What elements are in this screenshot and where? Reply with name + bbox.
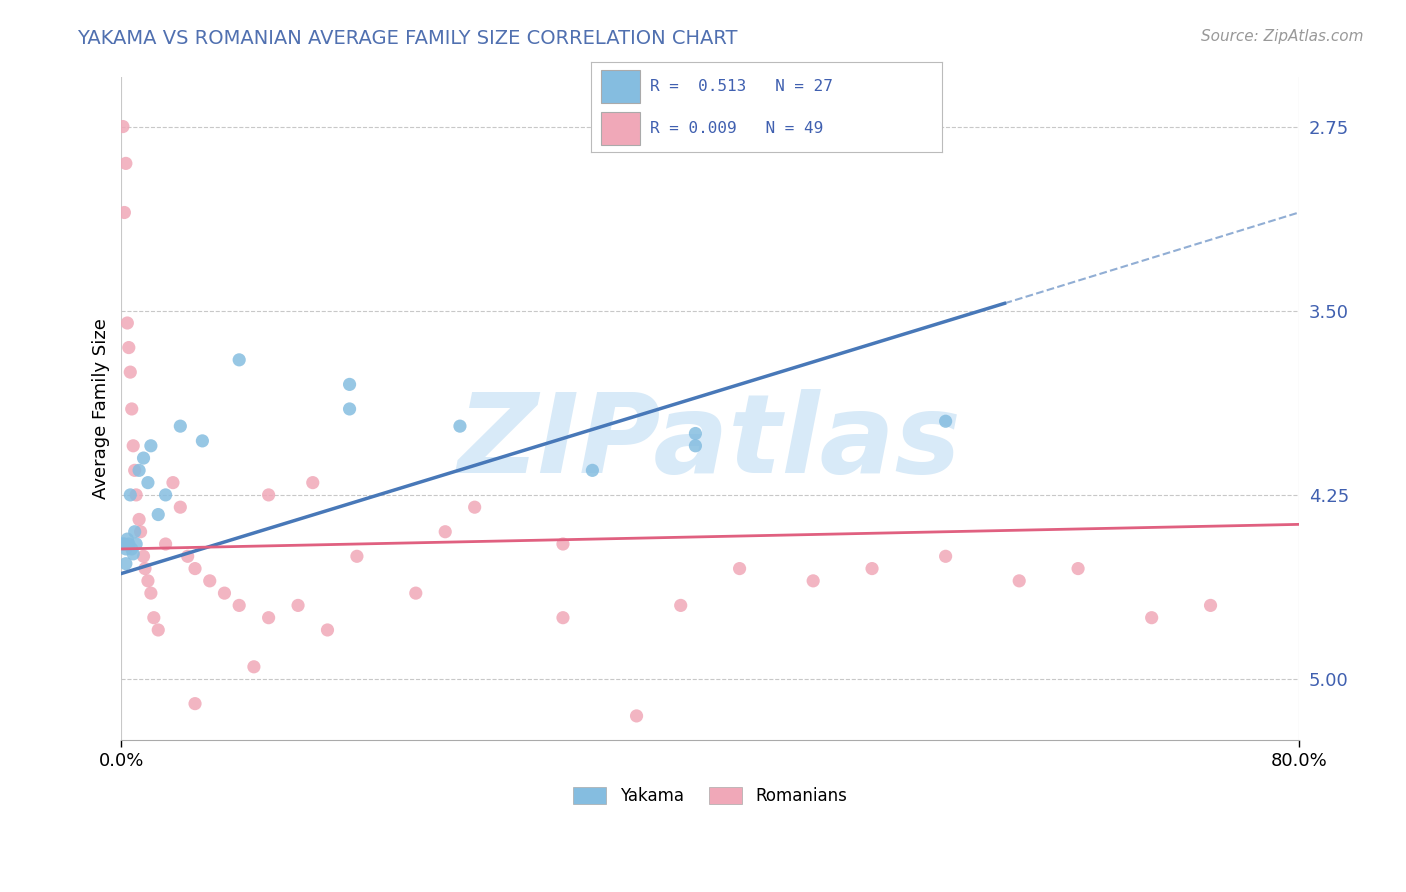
Point	[118, 341, 141, 355]
Point	[935, 549, 957, 564]
Point	[115, 557, 138, 571]
Point	[111, 120, 134, 134]
Text: ZIPatlas: ZIPatlas	[458, 389, 962, 496]
Point	[169, 500, 191, 515]
Point	[124, 463, 146, 477]
Point	[198, 574, 221, 588]
Point	[301, 475, 323, 490]
Point	[112, 537, 135, 551]
Point	[191, 434, 214, 448]
Point	[184, 697, 207, 711]
Point	[1067, 561, 1090, 575]
Point	[214, 586, 236, 600]
Point	[155, 537, 177, 551]
Point	[124, 524, 146, 539]
Point	[132, 451, 155, 466]
Point	[121, 541, 143, 556]
Point	[1008, 574, 1031, 588]
Point	[155, 488, 177, 502]
Point	[581, 463, 603, 477]
Text: YAKAMA VS ROMANIAN AVERAGE FAMILY SIZE CORRELATION CHART: YAKAMA VS ROMANIAN AVERAGE FAMILY SIZE C…	[77, 29, 738, 47]
Point	[139, 586, 162, 600]
Point	[685, 439, 707, 453]
Point	[551, 610, 574, 624]
Point	[120, 488, 142, 502]
Bar	[602, 112, 640, 145]
Point	[111, 537, 134, 551]
Point	[118, 537, 141, 551]
Point	[112, 205, 135, 219]
Point	[134, 561, 156, 575]
Point	[626, 709, 648, 723]
Point	[287, 599, 309, 613]
Point	[115, 156, 138, 170]
Point	[115, 541, 138, 556]
Point	[122, 547, 145, 561]
Point	[228, 599, 250, 613]
Point	[122, 439, 145, 453]
Point	[801, 574, 824, 588]
Point	[935, 414, 957, 428]
Point	[125, 488, 148, 502]
Point	[339, 377, 361, 392]
Point	[434, 524, 457, 539]
Text: R =  0.513   N = 27: R = 0.513 N = 27	[650, 79, 834, 94]
Point	[346, 549, 368, 564]
Point	[129, 524, 152, 539]
Point	[669, 599, 692, 613]
Point	[464, 500, 486, 515]
Point	[117, 316, 139, 330]
Point	[148, 623, 170, 637]
Point	[228, 352, 250, 367]
Point	[139, 439, 162, 453]
Point	[169, 419, 191, 434]
Point	[685, 426, 707, 441]
Point	[128, 512, 150, 526]
Point	[162, 475, 184, 490]
Point	[117, 532, 139, 546]
Point	[449, 419, 471, 434]
Point	[136, 475, 159, 490]
Legend: Yakama, Romanians: Yakama, Romanians	[567, 780, 853, 812]
Y-axis label: Average Family Size: Average Family Size	[93, 318, 110, 500]
Point	[1140, 610, 1163, 624]
Text: R = 0.009   N = 49: R = 0.009 N = 49	[650, 121, 824, 136]
Point	[136, 574, 159, 588]
Point	[148, 508, 170, 522]
Point	[257, 488, 280, 502]
Text: Source: ZipAtlas.com: Source: ZipAtlas.com	[1201, 29, 1364, 44]
Point	[125, 537, 148, 551]
Point	[316, 623, 339, 637]
Point	[121, 401, 143, 416]
Point	[551, 537, 574, 551]
Point	[339, 401, 361, 416]
Point	[1199, 599, 1222, 613]
Point	[120, 365, 142, 379]
Point	[243, 660, 266, 674]
Point	[257, 610, 280, 624]
Point	[176, 549, 198, 564]
Point	[728, 561, 751, 575]
Point	[405, 586, 427, 600]
Point	[128, 463, 150, 477]
Point	[142, 610, 165, 624]
Point	[132, 549, 155, 564]
Point	[184, 561, 207, 575]
Point	[860, 561, 883, 575]
Bar	[602, 70, 640, 103]
